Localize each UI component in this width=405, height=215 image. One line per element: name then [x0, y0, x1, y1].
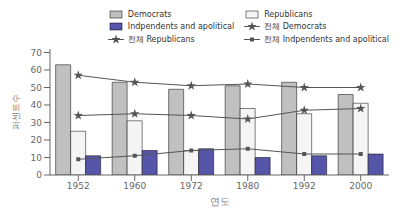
svg-text:1960: 1960 — [123, 181, 146, 191]
svg-text:2000: 2000 — [349, 181, 372, 191]
svg-text:퍼센트수: 퍼센트수 — [11, 94, 21, 130]
svg-text:30: 30 — [31, 118, 43, 128]
svg-text:60: 60 — [31, 65, 43, 75]
svg-text:연도: 연도 — [210, 196, 230, 207]
svg-text:40: 40 — [31, 100, 43, 110]
html-text:Indpendents and apolitical: Indpendents and apolitical — [127, 22, 235, 31]
html-text:전체 Democrats: 전체 Democrats — [264, 22, 327, 31]
svg-text:1992: 1992 — [293, 181, 316, 191]
html-text:전체 Republicans: 전체 Republicans — [127, 35, 195, 44]
svg-text:0: 0 — [36, 170, 42, 180]
svg-text:10: 10 — [31, 153, 43, 163]
html-text:전체 Indpendents and apolitical: 전체 Indpendents and apolitical — [264, 35, 389, 44]
svg-text:1952: 1952 — [67, 181, 90, 191]
svg-text:1980: 1980 — [236, 181, 259, 191]
svg-text:70: 70 — [31, 48, 43, 58]
svg-text:1972: 1972 — [180, 181, 203, 191]
html-text:Democrats: Democrats — [127, 10, 172, 19]
html-text:Republicans: Republicans — [264, 10, 313, 19]
svg-text:20: 20 — [31, 135, 43, 145]
svg-text:50: 50 — [31, 83, 43, 93]
